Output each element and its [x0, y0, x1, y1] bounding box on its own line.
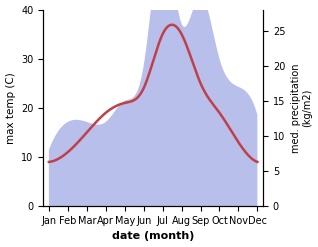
- Y-axis label: med. precipitation
(kg/m2): med. precipitation (kg/m2): [291, 63, 313, 153]
- Y-axis label: max temp (C): max temp (C): [5, 72, 16, 144]
- X-axis label: date (month): date (month): [112, 231, 194, 242]
